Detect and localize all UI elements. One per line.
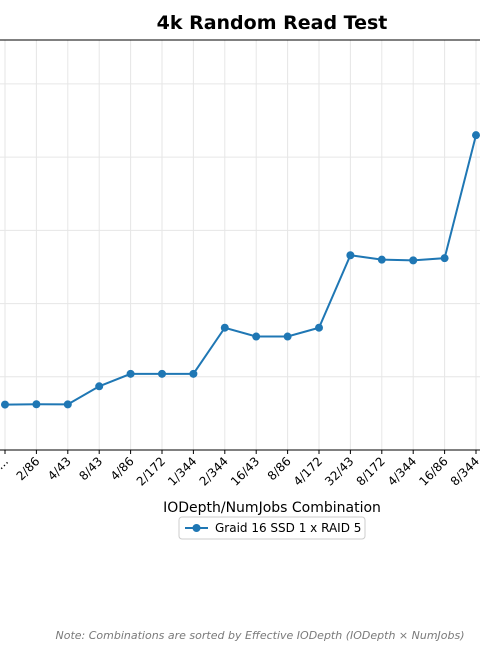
x-tick-label: 2/344 [197, 454, 231, 488]
data-point [440, 254, 449, 263]
x-tick-label: 8/86 [265, 454, 294, 483]
x-tick-label: 4/86 [108, 454, 137, 483]
data-point [63, 400, 72, 409]
data-point [95, 382, 104, 391]
x-tick-label: 1/... [0, 454, 11, 480]
data-point [409, 256, 418, 265]
grid-lines [0, 40, 480, 450]
x-tick-label: 4/172 [291, 454, 325, 488]
x-tick-label: 4/344 [385, 454, 419, 488]
x-tick-label: 8/172 [354, 454, 388, 488]
legend-box [178, 516, 366, 540]
data-point [1, 400, 9, 409]
x-tick-labels: 1/... 2/86 4/43 8/43 4/862/1721/3442/34416/4… [0, 450, 480, 489]
x-tick-label: 16/43 [228, 454, 262, 488]
data-point [472, 131, 480, 140]
data-point [252, 332, 261, 341]
data-point [283, 332, 292, 341]
x-tick-label: 2/86 [14, 454, 43, 483]
data-point [189, 369, 198, 378]
data-point [32, 400, 41, 409]
data-point [346, 251, 355, 260]
x-tick-label: 4/43 [45, 454, 74, 483]
series-line [4, 134, 477, 406]
series-layer [1, 131, 480, 409]
data-point [158, 369, 166, 378]
x-tick-label: 2/172 [134, 454, 168, 488]
data-point [377, 255, 386, 264]
data-point [220, 323, 229, 332]
footnote: Note: Combinations are sorted by Effecti… [55, 629, 464, 642]
plot-frame [0, 39, 480, 451]
data-point [315, 323, 323, 332]
legend: Graid 16 SSD 1 x RAID 5 [178, 516, 366, 540]
legend-entry-label: Graid 16 SSD 1 x RAID 5 [215, 521, 361, 535]
legend-marker-swatch [192, 524, 201, 532]
data-point [126, 369, 135, 378]
x-axis-label: IODepth/NumJobs Combination [163, 500, 381, 516]
x-tick-label: 8/43 [76, 454, 105, 483]
x-tick-label: 1/344 [165, 454, 199, 488]
x-tick-label: 32/43 [322, 454, 356, 488]
x-tick-label: 16/86 [416, 454, 450, 488]
x-tick-label: 8/344 [448, 454, 480, 488]
chart-title: 4k Random Read Test [157, 12, 388, 34]
